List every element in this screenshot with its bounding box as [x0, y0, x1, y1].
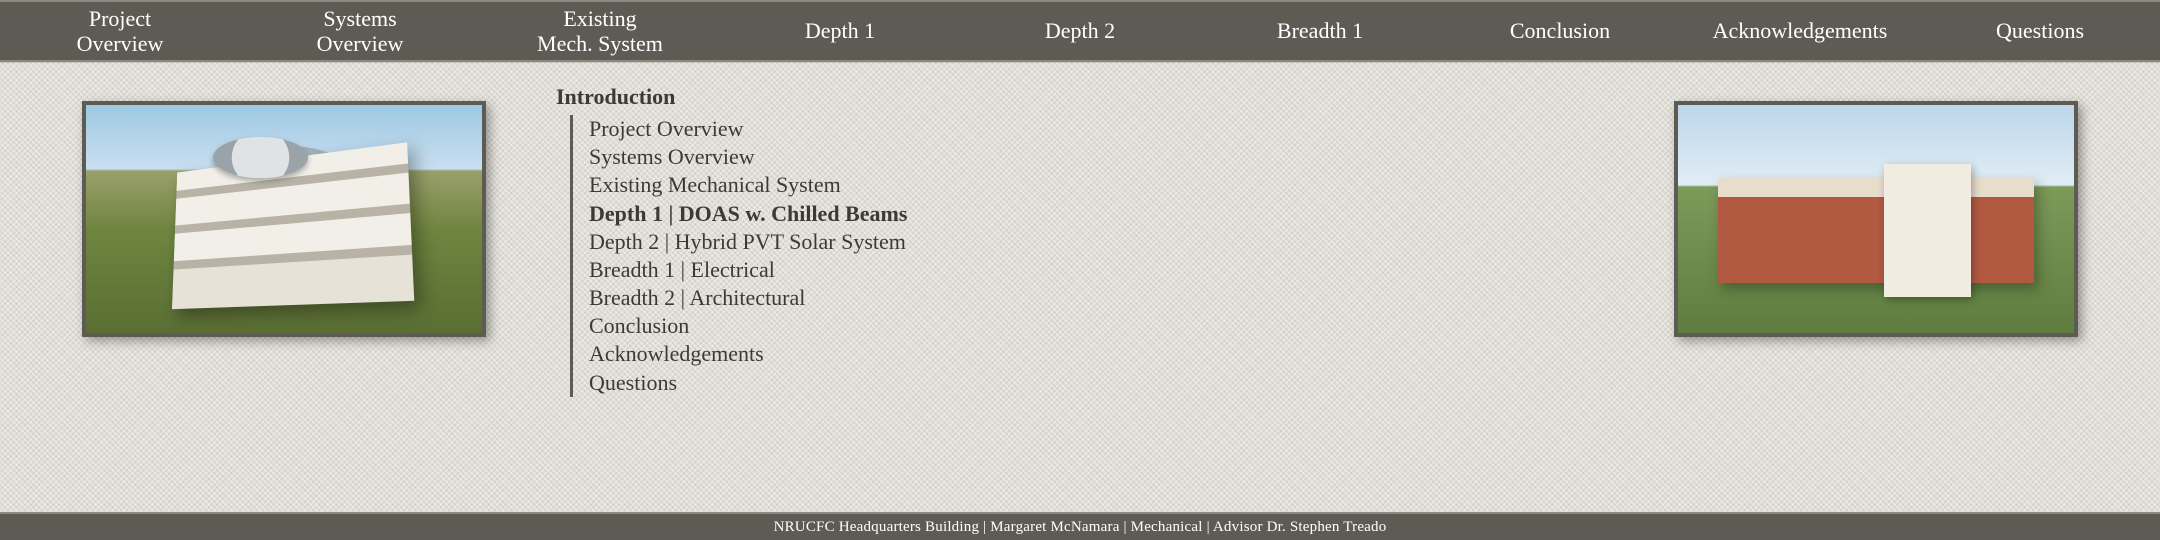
outline-block: Introduction Project Overview Systems Ov… [556, 83, 907, 397]
main-content: Introduction Project Overview Systems Ov… [0, 62, 2160, 512]
image-right [1674, 101, 2078, 337]
outline-item: Questions [589, 369, 907, 397]
nav-tab-depth-2[interactable]: Depth 2 [960, 2, 1200, 60]
nav-tab-acknowledgements[interactable]: Acknowledgements [1680, 2, 1920, 60]
nav-tab-systems-overview[interactable]: Systems Overview [240, 2, 480, 60]
outline-item-current: Depth 1 | DOAS w. Chilled Beams [589, 200, 907, 228]
portico-columns [1896, 196, 1963, 292]
outline-item: Breadth 2 | Architectural [589, 284, 907, 312]
footer-bar: NRUCFC Headquarters Building | Margaret … [0, 512, 2160, 540]
outline-list: Project Overview Systems Overview Existi… [570, 115, 907, 397]
nav-tab-existing-mech[interactable]: Existing Mech. System [480, 2, 720, 60]
outline-item: Existing Mechanical System [589, 171, 907, 199]
outline-item: Depth 2 | Hybrid PVT Solar System [589, 228, 907, 256]
nav-tab-questions[interactable]: Questions [1920, 2, 2160, 60]
outline-item: Systems Overview [589, 143, 907, 171]
nav-tab-conclusion[interactable]: Conclusion [1440, 2, 1680, 60]
rendering-right-placeholder [1678, 105, 2074, 333]
outline-item: Conclusion [589, 312, 907, 340]
outline-heading: Introduction [556, 83, 907, 111]
footer-text: NRUCFC Headquarters Building | Margaret … [774, 519, 1387, 536]
outline-item: Acknowledgements [589, 340, 907, 368]
rendering-left-placeholder [86, 105, 482, 333]
nav-tab-breadth-1[interactable]: Breadth 1 [1200, 2, 1440, 60]
nav-tab-depth-1[interactable]: Depth 1 [720, 2, 960, 60]
outline-item: Breadth 1 | Electrical [589, 256, 907, 284]
outline-item: Project Overview [589, 115, 907, 143]
nav-bar: Project Overview Systems Overview Existi… [0, 0, 2160, 62]
nav-tab-project-overview[interactable]: Project Overview [0, 2, 240, 60]
image-left [82, 101, 486, 337]
